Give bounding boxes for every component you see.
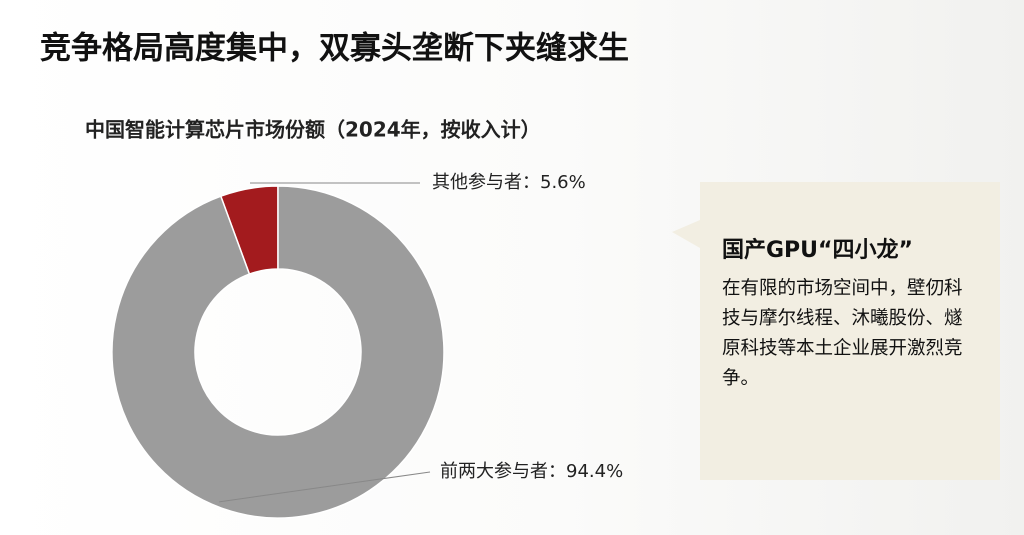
callout-text: 在有限的市场空间中，壁仞科技与摩尔线程、沐曦股份、燧原科技等本土企业展开激烈竞争… (722, 278, 963, 389)
data-label: 前两大参与者：94.4% (440, 461, 623, 482)
data-label: 其他参与者：5.6% (432, 172, 586, 193)
callout-title: 国产GPU“四小龙” (722, 238, 913, 263)
donut-segment (111, 185, 445, 519)
chart-title: 中国智能计算芯片市场份额（2024年，按收入计） (85, 118, 541, 142)
callout-box (672, 182, 1000, 480)
callout: 国产GPU“四小龙” 在有限的市场空间中，壁仞科技与摩尔线程、沐曦股份、燧原科技… (722, 232, 974, 394)
leader-line (219, 471, 431, 503)
slide-title: 竞争格局高度集中，双寡头垄断下夹缝求生 (40, 31, 629, 67)
